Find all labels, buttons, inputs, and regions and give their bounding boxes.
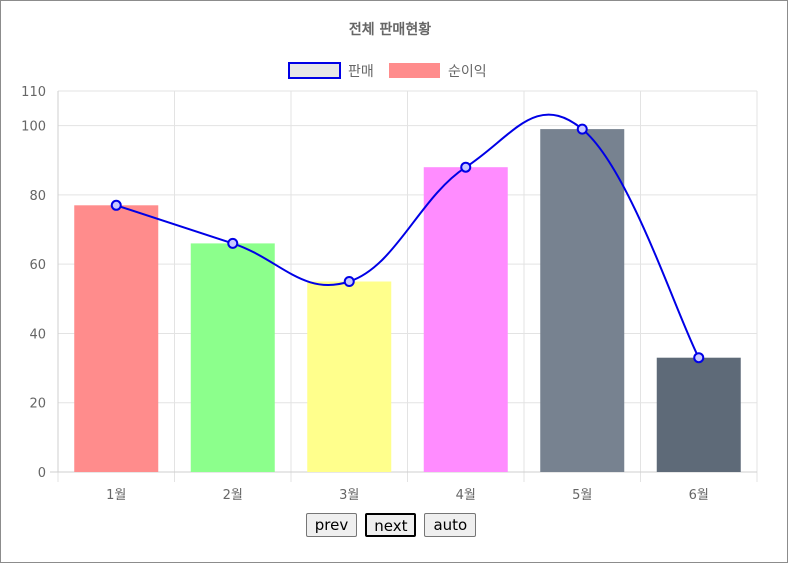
x-tick-label: 3월 xyxy=(339,488,359,503)
y-tick-label: 60 xyxy=(29,258,46,273)
y-tick-label: 100 xyxy=(21,120,46,135)
x-tick-label: 2월 xyxy=(223,488,243,503)
chart-grid xyxy=(57,90,758,482)
y-tick-label: 0 xyxy=(38,466,46,481)
auto-button[interactable]: auto xyxy=(424,513,477,537)
y-tick-label: 80 xyxy=(29,189,46,204)
y-tick-label: 110 xyxy=(21,85,46,100)
legend-swatch-sales xyxy=(288,62,341,79)
line-point xyxy=(227,237,239,249)
x-tick-label: 4월 xyxy=(456,488,476,503)
legend-swatch-profit xyxy=(389,63,440,78)
line-point xyxy=(576,123,588,135)
chart-controls: prev next auto xyxy=(1,513,781,537)
prev-button[interactable]: prev xyxy=(305,513,358,537)
line-series xyxy=(110,113,705,364)
y-tick-label: 20 xyxy=(29,397,46,412)
bar xyxy=(190,243,275,472)
x-tick-label: 6월 xyxy=(689,488,709,503)
x-tick-label: 1월 xyxy=(106,488,126,503)
y-axis: 0 20 40 60 80 100 110 xyxy=(21,85,757,481)
bar xyxy=(656,357,741,472)
line-point xyxy=(110,199,122,211)
line-point xyxy=(693,352,705,364)
x-axis: 1월 2월 3월 4월 5월 6월 xyxy=(106,488,709,503)
x-tick-label: 5월 xyxy=(572,488,592,503)
next-button[interactable]: next xyxy=(365,513,417,537)
y-tick-label: 40 xyxy=(29,327,46,342)
bar xyxy=(423,167,508,472)
bar xyxy=(307,281,392,472)
line-point xyxy=(343,276,355,287)
chart-legend: 판매 순이익 xyxy=(288,62,487,80)
bar-series xyxy=(74,129,741,473)
line-point xyxy=(460,161,472,173)
bar xyxy=(540,129,625,472)
chart-title: 전체 판매현황 xyxy=(349,21,431,38)
legend-label-profit: 순이익 xyxy=(448,64,487,80)
bar xyxy=(74,205,159,473)
legend-label-sales: 판매 xyxy=(348,64,374,80)
